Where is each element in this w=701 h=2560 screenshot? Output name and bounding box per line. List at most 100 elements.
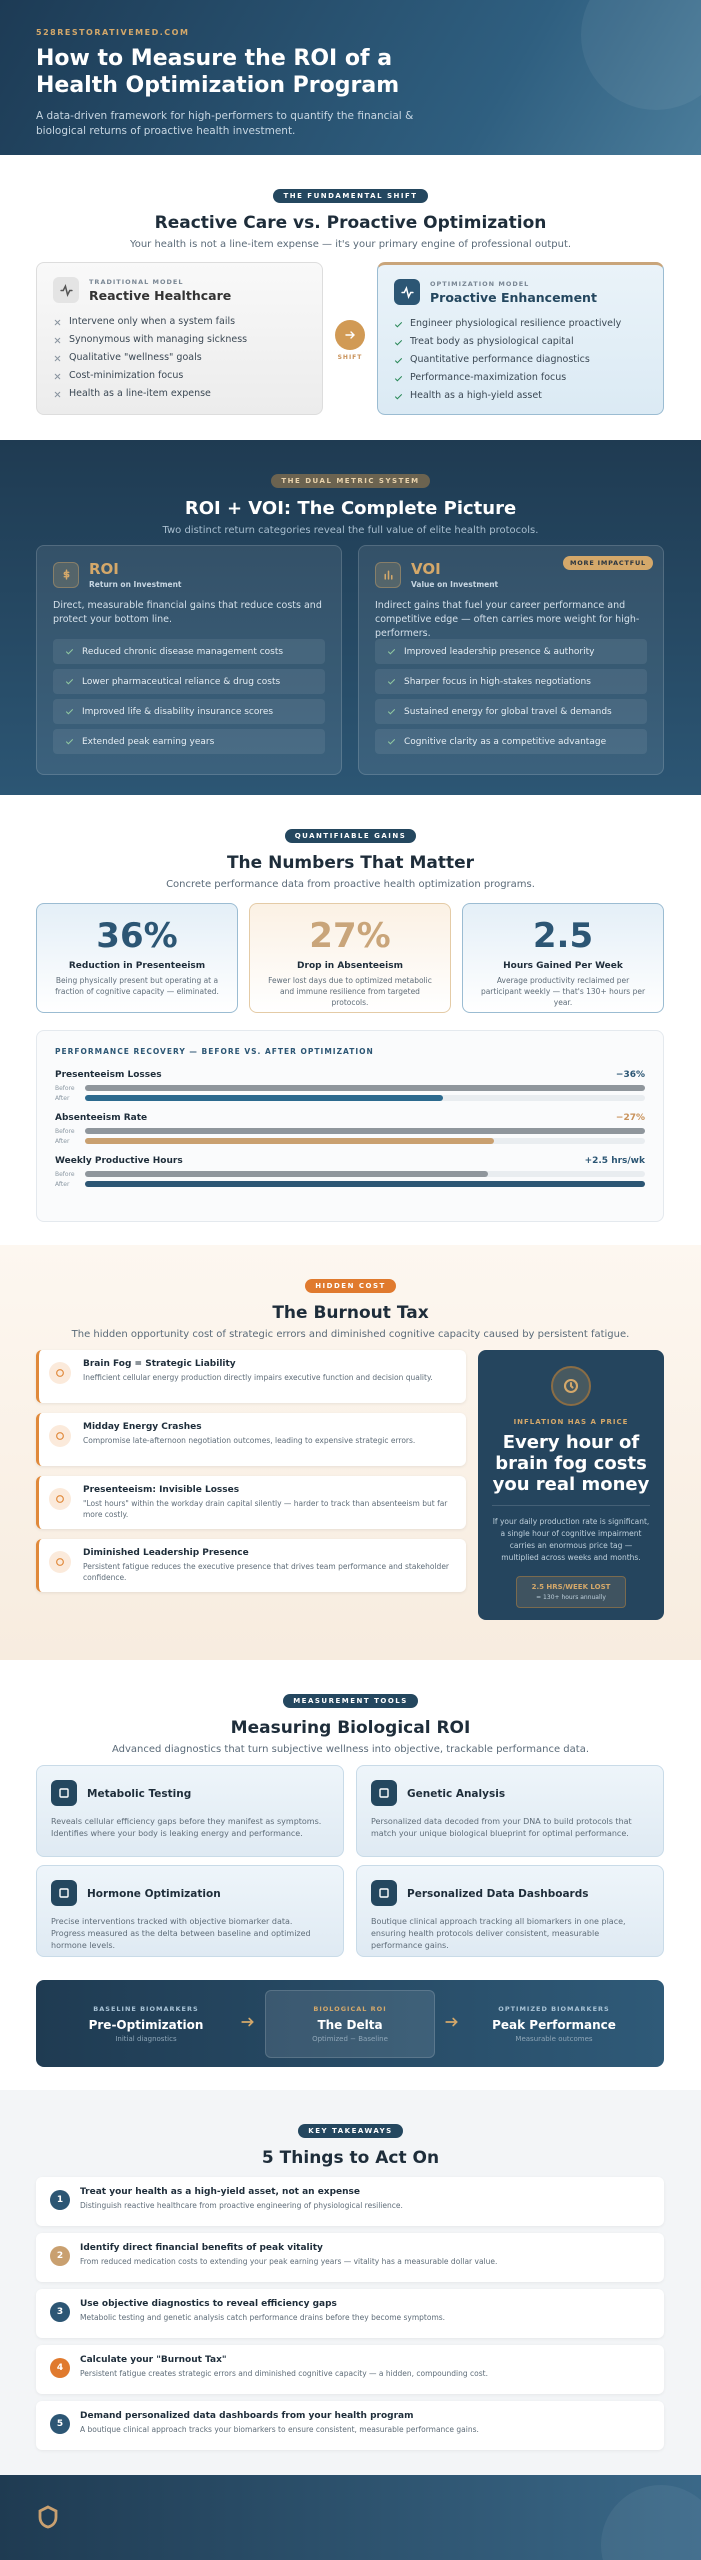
metric-item: Improved life & disability insurance sco… bbox=[53, 699, 325, 724]
icon bbox=[379, 1788, 389, 1798]
bar-track bbox=[85, 1181, 645, 1187]
takeaways-section: KEY TAKEAWAYS 5 Things to Act On 1 Treat yo… bbox=[0, 2090, 701, 2475]
recovery-panel: PERFORMANCE RECOVERY — BEFORE VS. AFTER … bbox=[36, 1030, 664, 1222]
: TRADITIONAL MODEL Reactive Healthcare bbox=[89, 278, 231, 303]
item-text: Extended peak earning years bbox=[82, 736, 215, 747]
takeaway-title: Identify direct financial benefits of pe… bbox=[80, 2243, 323, 2253]
card-desc: Precise interventions tracked with objec… bbox=[51, 1917, 311, 1950]
metric-desc: Indirect gains that fuel your career per… bbox=[375, 600, 640, 639]
metric-abbr: VOI bbox=[411, 560, 441, 578]
icon bbox=[241, 2017, 254, 2027]
stat-text: 2.5 HRS/WEEK LOST bbox=[531, 1583, 611, 1591]
badge: KEY TAKEAWAYS bbox=[298, 2124, 403, 2138]
stat-desc: Being physically present but operating a… bbox=[55, 976, 219, 996]
list-item: Performance-maximization focus bbox=[394, 369, 647, 387]
badge: THE DUAL METRIC SYSTEM bbox=[271, 474, 430, 488]
bar-label: After bbox=[55, 1094, 70, 1102]
icon bbox=[59, 1888, 69, 1898]
row-change: +2.5 hrs/wk bbox=[584, 1156, 645, 1166]
section-title: 5 Things to Act On bbox=[261, 2148, 440, 2168]
icon bbox=[56, 1369, 64, 1377]
bar-track bbox=[85, 1171, 645, 1177]
item-text: Cognitive clarity as a competitive advan… bbox=[404, 736, 607, 747]
icon bbox=[53, 277, 79, 303]
stat-desc: Fewer lost days due to optimized metabol… bbox=[268, 976, 432, 1007]
icon bbox=[387, 679, 396, 685]
burnout-item: Brain Fog = Strategic Liability Inefficie… bbox=[36, 1350, 466, 1403]
icon bbox=[59, 1788, 69, 1798]
step-sub: Measurable outcomes bbox=[515, 2034, 593, 2043]
row-label: Weekly Productive Hours bbox=[55, 1156, 183, 1166]
icon bbox=[371, 1880, 397, 1906]
numbers-section: QUANTIFIABLE GAINS The Numbers That Matte… bbox=[0, 795, 701, 1245]
icon bbox=[563, 1378, 579, 1394]
icon bbox=[379, 1888, 389, 1898]
takeaway-number: 1 bbox=[50, 2190, 70, 2210]
site-name: 528RESTORATIVEMED.COM bbox=[36, 28, 190, 37]
section-header: THE FUNDAMENTAL SHIFT Reactive Care vs. P… bbox=[0, 155, 701, 250]
row-label: Presenteeism Losses bbox=[55, 1070, 162, 1080]
card-title: Genetic Analysis bbox=[407, 1788, 506, 1800]
takeaway: 3 Use objective diagnostics to reveal eff… bbox=[36, 2289, 664, 2338]
item-desc: Compromise late-afternoon negotiation ou… bbox=[83, 1436, 416, 1445]
step-sub: Initial diagnostics bbox=[115, 2034, 177, 2043]
flow-arrow bbox=[241, 2014, 255, 2033]
stat-card: 36% Reduction in Presenteeism Being physic… bbox=[36, 903, 238, 1013]
icon bbox=[51, 1880, 77, 1906]
section-header: MEASUREMENT TOOLS Measuring Biological RO… bbox=[0, 1660, 701, 1755]
flow-step: BIOLOGICAL ROI The Delta Optimized − Basel… bbox=[265, 1989, 435, 2058]
item-text: Reduced chronic disease management costs bbox=[82, 646, 284, 657]
hero: 528RESTORATIVEMED.COM How to Measure the … bbox=[0, 0, 701, 155]
takeaway-title: Use objective diagnostics to reveal effi… bbox=[80, 2299, 337, 2309]
metric-name: Return on Investment bbox=[89, 580, 182, 589]
item-text: Engineer physiological resilience proact… bbox=[410, 318, 622, 329]
list-item: Engineer physiological resilience proact… bbox=[394, 315, 647, 333]
section-header: THE DUAL METRIC SYSTEM ROI + VOI: The Com… bbox=[0, 440, 701, 536]
icon bbox=[394, 375, 403, 381]
card-header: ROI Return on Investment bbox=[53, 560, 325, 589]
: ROI Return on Investment bbox=[89, 560, 182, 589]
step-title: Peak Performance bbox=[492, 2017, 616, 2032]
item-title: Diminished Leadership Presence bbox=[83, 1548, 249, 1558]
model-card: TRADITIONAL MODEL Reactive Healthcare Inte… bbox=[36, 262, 323, 415]
bar bbox=[85, 1181, 645, 1187]
icon bbox=[49, 1362, 71, 1384]
item-text: Health as a high-yield asset bbox=[410, 390, 542, 401]
card-desc: Personalized data decoded from your DNA … bbox=[371, 1817, 632, 1838]
stat-value: 36% bbox=[96, 916, 178, 956]
icon bbox=[371, 1780, 397, 1806]
list-item: Qualitative "wellness" goals bbox=[53, 349, 306, 367]
flow-step: OPTIMIZED BIOMARKERS Peak Performance Meas… bbox=[469, 1991, 639, 2057]
stat-card: 2.5 Hours Gained Per Week Average producti… bbox=[462, 903, 664, 1013]
metric-card: MORE IMPACTFUL VOI Value on Investment Indi… bbox=[358, 545, 664, 775]
recovery-row: Absenteeism Rate −27% Before After bbox=[55, 1113, 645, 1146]
icon bbox=[394, 357, 403, 363]
icon bbox=[394, 393, 403, 399]
item-text: Health as a line-item expense bbox=[69, 388, 211, 399]
takeaway: 1 Treat your health as a high-yield asset… bbox=[36, 2177, 664, 2226]
section-title: The Burnout Tax bbox=[272, 1303, 429, 1323]
decor-circle bbox=[581, 0, 701, 110]
recovery-row: Presenteeism Losses −36% Before After bbox=[55, 1070, 645, 1103]
section-subtitle: Your health is not a line-item expense —… bbox=[129, 239, 572, 250]
section-title: Reactive Care vs. Proactive Optimization bbox=[154, 213, 547, 233]
metric-desc: Direct, measurable financial gains that … bbox=[53, 600, 322, 625]
icon bbox=[49, 1488, 71, 1510]
bar-label: Before bbox=[55, 1170, 75, 1178]
burnout-item: Midday Energy Crashes Compromise late-aft… bbox=[36, 1413, 466, 1466]
tools-section: MEASUREMENT TOOLS Measuring Biological RO… bbox=[0, 1660, 701, 2090]
bar-line: Before bbox=[55, 1126, 645, 1136]
bar bbox=[85, 1128, 645, 1134]
icon bbox=[54, 373, 61, 379]
item-title: Midday Energy Crashes bbox=[83, 1422, 202, 1432]
shift-arrow: SHIFT bbox=[328, 320, 372, 361]
icon bbox=[387, 649, 396, 655]
section-title: Measuring Biological ROI bbox=[230, 1718, 471, 1738]
stat-label: Hours Gained Per Week bbox=[503, 961, 623, 971]
stat-label: Drop in Absenteeism bbox=[297, 961, 403, 971]
bar-track bbox=[85, 1138, 645, 1144]
metrics-section: THE DUAL METRIC SYSTEM ROI + VOI: The Com… bbox=[0, 440, 701, 795]
step-eyebrow: BASELINE BIOMARKERS bbox=[93, 2004, 199, 2013]
step-title: The Delta bbox=[317, 2017, 383, 2032]
burnout-section: HIDDEN COST The Burnout Tax The hidden opp… bbox=[0, 1245, 701, 1660]
